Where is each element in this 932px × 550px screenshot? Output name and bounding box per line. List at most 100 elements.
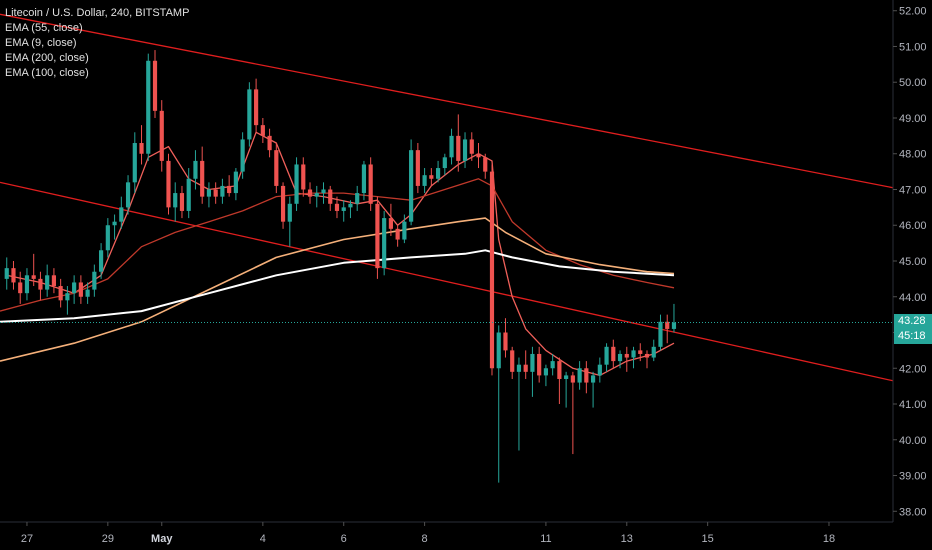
price-tick-label: 45.00 [899, 256, 927, 268]
candle-body [99, 250, 104, 272]
candle-body [341, 207, 346, 211]
legend-ema-100[interactable]: EMA (100, close) [5, 67, 89, 79]
candle-body [4, 268, 9, 279]
legend-ema-55[interactable]: EMA (55, close) [5, 22, 83, 34]
candle [65, 286, 70, 315]
price-tick-label: 38.00 [899, 506, 927, 518]
ema-line-ema9 [6, 131, 675, 377]
candle-body [510, 350, 515, 372]
price-tick-label: 42.00 [899, 363, 927, 375]
candle [530, 346, 535, 397]
candle-body [516, 364, 522, 372]
price-axis[interactable]: 52.00 51.00 50.00 49.00 48.00 47.00 46.00 45.00… [892, 0, 927, 522]
candle-body [476, 153, 481, 158]
countdown-badge: 45:18 [894, 329, 932, 345]
candle [200, 146, 205, 204]
candle-body [24, 275, 30, 294]
candle-body [173, 193, 178, 208]
candle-body [496, 332, 501, 369]
channel-line-upper [0, 13, 894, 189]
candle [186, 168, 191, 219]
candle-body [58, 286, 63, 301]
candle [72, 275, 77, 304]
candle [658, 314, 663, 351]
candle [4, 257, 9, 290]
price-tick-label: 47.00 [899, 184, 927, 196]
candle-body [429, 175, 434, 179]
candle-body [651, 346, 656, 358]
candle-body [119, 207, 124, 222]
legend-ema-9[interactable]: EMA (9, close) [5, 37, 77, 49]
legend-ema-200[interactable]: EMA (200, close) [5, 52, 89, 64]
candle [523, 350, 528, 379]
candle-body [557, 361, 562, 379]
candle [388, 203, 393, 236]
price-tick-label: 51.00 [899, 41, 927, 53]
candle-body [597, 364, 602, 376]
price-tick-label: 49.00 [899, 113, 927, 125]
candle-body [577, 368, 582, 383]
symbol-title[interactable]: Litecoin / U.S. Dollar, 240, BITSTAMP [5, 7, 190, 19]
candle [570, 371, 575, 455]
candle-body [409, 150, 414, 222]
candle-body [159, 110, 164, 161]
candle [146, 53, 151, 161]
candle-body [611, 346, 616, 362]
candle [334, 196, 340, 219]
candle-body [658, 321, 663, 347]
candle-body [38, 278, 43, 290]
candle [307, 182, 313, 204]
candle [220, 178, 225, 204]
candle [294, 157, 299, 211]
candle [604, 343, 609, 372]
candle-body [179, 193, 185, 211]
candle [631, 346, 636, 369]
candle-body [617, 353, 623, 362]
candle-body [631, 350, 636, 358]
candle-body [456, 135, 461, 161]
candle [409, 139, 414, 226]
candle [590, 371, 596, 408]
candle-body [321, 189, 326, 194]
candle [233, 168, 238, 201]
candle [476, 143, 481, 169]
candle [361, 160, 367, 201]
candle [469, 132, 474, 161]
candle [348, 200, 353, 219]
time-axis[interactable]: 27 29 May 4 6 8 11 13 15 18 [0, 521, 893, 545]
candle-body [92, 271, 97, 290]
channel-line-lower [0, 181, 894, 382]
candle-body [186, 178, 191, 211]
candle [287, 196, 292, 247]
candle-body [550, 361, 555, 369]
candle-body [449, 135, 454, 158]
price-tick-label: 44.00 [899, 292, 927, 304]
candle-body [638, 350, 643, 354]
candle [584, 361, 589, 394]
candle-body [274, 150, 279, 186]
time-tick-label: 13 [621, 533, 633, 545]
candle-body [166, 160, 171, 208]
ema-line-ema200 [0, 217, 675, 362]
candle-body [78, 282, 83, 297]
candle-body [18, 282, 23, 294]
candle [402, 214, 407, 244]
candle [45, 264, 50, 297]
candle [51, 268, 57, 294]
candle [328, 185, 333, 211]
candle-body [280, 185, 286, 222]
candle [159, 100, 164, 172]
candle [301, 157, 306, 197]
candle-body [314, 193, 319, 197]
candle-body [395, 228, 400, 240]
candle-body [105, 225, 110, 251]
time-tick-label: 8 [422, 533, 428, 545]
candle [510, 346, 515, 379]
candle-body [624, 353, 629, 358]
candle-body [301, 164, 306, 190]
candle-body [671, 322, 677, 329]
candle [247, 82, 252, 147]
candle [132, 132, 137, 194]
candle [550, 353, 555, 376]
